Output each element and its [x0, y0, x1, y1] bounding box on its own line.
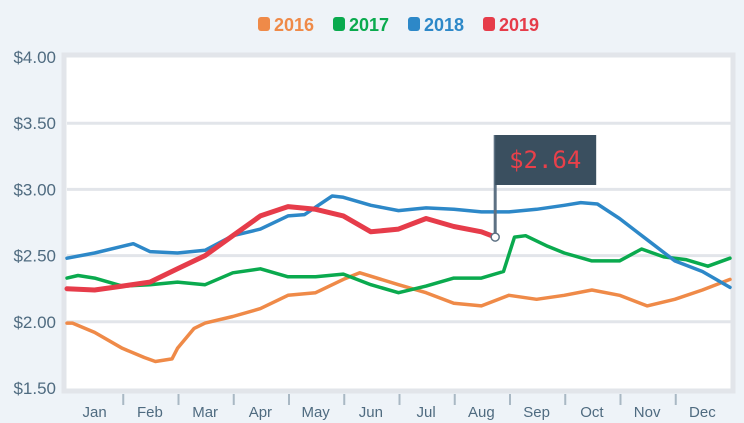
legend-label-2018: 2018: [424, 15, 464, 35]
x-tick-label: Feb: [137, 404, 163, 421]
series-line-2016: [65, 271, 732, 364]
flag-box: [495, 135, 597, 185]
legend-label-2019: 2019: [499, 15, 539, 35]
plot-area: [61, 52, 736, 394]
legend-label-2016: 2016: [274, 15, 314, 35]
legend-swatch-2016: [258, 17, 270, 31]
flag-price-label: $2.64: [509, 146, 581, 174]
legend-label-2017: 2017: [349, 15, 389, 35]
y-tick-label: $1.50: [13, 379, 56, 398]
y-tick-label: $3.50: [13, 114, 56, 133]
y-tick-label: $3.00: [13, 180, 56, 199]
series-line-2018: [65, 194, 732, 290]
legend-swatch-2019: [483, 17, 495, 31]
legend-swatch-2018: [408, 17, 420, 31]
x-tick-label: Oct: [580, 404, 604, 421]
x-tick-label: Dec: [689, 404, 716, 421]
series-line-2017: [65, 233, 732, 295]
y-tick-label: $2.00: [13, 313, 56, 332]
x-tick-label: Sep: [523, 404, 550, 421]
y-tick-label: $2.50: [13, 247, 56, 266]
x-tick-label: Apr: [249, 404, 272, 421]
series-line-2019: [64, 204, 498, 293]
x-tick-label: Jun: [359, 404, 383, 421]
x-tick-label: Jan: [83, 404, 107, 421]
annotation-point: [490, 232, 500, 242]
x-tick-label: Mar: [192, 404, 218, 421]
x-tick-label: Nov: [634, 404, 661, 421]
x-tick-label: Jul: [417, 404, 436, 421]
legend-swatch-2017: [333, 17, 345, 31]
x-tick-label: May: [301, 404, 330, 421]
y-tick-label: $4.00: [13, 48, 56, 67]
x-tick-label: Aug: [468, 404, 495, 421]
